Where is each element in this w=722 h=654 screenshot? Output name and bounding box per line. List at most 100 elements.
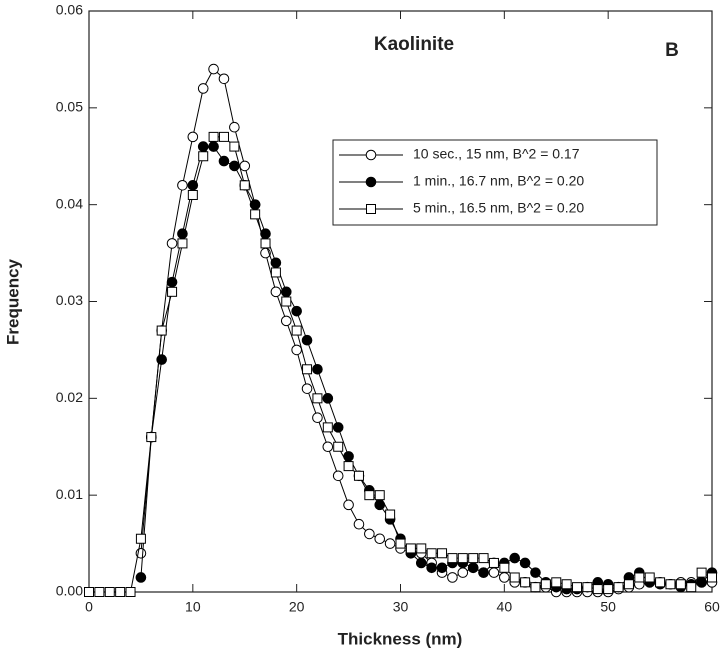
marker bbox=[353, 470, 364, 481]
marker bbox=[177, 228, 188, 240]
marker bbox=[467, 562, 479, 574]
marker bbox=[322, 441, 334, 453]
y-tick-label: 0.04 bbox=[56, 195, 83, 211]
panel-label: B bbox=[665, 40, 679, 61]
y-tick-label: 0.00 bbox=[56, 583, 83, 599]
marker bbox=[395, 538, 406, 549]
marker bbox=[499, 572, 510, 583]
marker bbox=[655, 577, 666, 588]
marker bbox=[177, 238, 188, 249]
marker bbox=[322, 422, 333, 433]
marker bbox=[229, 160, 240, 172]
marker bbox=[135, 572, 147, 583]
marker bbox=[218, 131, 229, 142]
marker bbox=[364, 528, 375, 540]
marker bbox=[499, 562, 510, 573]
marker bbox=[177, 180, 188, 191]
marker bbox=[125, 587, 136, 597]
marker bbox=[239, 160, 251, 172]
marker bbox=[94, 587, 105, 597]
marker bbox=[478, 567, 489, 578]
marker bbox=[686, 582, 697, 593]
marker bbox=[312, 363, 323, 375]
marker bbox=[572, 582, 583, 593]
marker bbox=[488, 567, 500, 578]
marker bbox=[426, 562, 437, 574]
marker bbox=[167, 286, 178, 297]
marker bbox=[540, 579, 551, 590]
x-tick-label: 50 bbox=[600, 599, 616, 615]
x-tick-label: 40 bbox=[497, 599, 513, 615]
marker bbox=[644, 572, 655, 583]
marker bbox=[613, 582, 624, 593]
marker bbox=[135, 533, 146, 544]
x-tick-label: 60 bbox=[704, 599, 720, 615]
marker bbox=[312, 412, 323, 424]
marker bbox=[156, 325, 167, 336]
marker bbox=[104, 587, 115, 597]
marker bbox=[208, 131, 219, 142]
legend-marker bbox=[365, 149, 377, 161]
marker bbox=[478, 553, 489, 564]
marker bbox=[509, 552, 521, 564]
marker bbox=[239, 180, 250, 191]
marker bbox=[291, 305, 302, 317]
y-tick-label: 0.05 bbox=[56, 99, 83, 115]
marker bbox=[519, 557, 531, 569]
marker bbox=[582, 582, 593, 593]
marker bbox=[707, 572, 717, 583]
marker bbox=[301, 383, 313, 394]
marker bbox=[218, 155, 230, 167]
legend-marker bbox=[365, 176, 377, 188]
marker bbox=[270, 267, 281, 278]
marker bbox=[343, 461, 354, 472]
legend-label: 1 min., 16.7 nm, B^2 = 0.20 bbox=[413, 173, 584, 189]
y-tick-label: 0.06 bbox=[56, 2, 83, 18]
marker bbox=[696, 577, 707, 588]
marker bbox=[385, 509, 396, 520]
marker bbox=[374, 490, 385, 501]
marker bbox=[280, 315, 292, 327]
chart-title: Kaolinite bbox=[374, 34, 454, 55]
marker bbox=[416, 543, 427, 554]
legend-label: 10 sec., 15 nm, B^2 = 0.17 bbox=[413, 146, 580, 162]
marker bbox=[457, 567, 469, 578]
marker bbox=[437, 548, 448, 559]
marker bbox=[405, 543, 416, 554]
marker bbox=[198, 151, 209, 162]
marker bbox=[530, 567, 541, 578]
marker bbox=[468, 553, 479, 564]
marker bbox=[322, 393, 334, 404]
x-axis-label: Thickness (nm) bbox=[338, 629, 463, 648]
marker bbox=[364, 490, 375, 501]
marker bbox=[530, 582, 541, 593]
marker bbox=[592, 584, 603, 595]
marker bbox=[374, 533, 386, 545]
marker bbox=[229, 141, 240, 152]
marker bbox=[675, 579, 686, 590]
y-tick-label: 0.01 bbox=[56, 486, 83, 502]
marker bbox=[166, 238, 178, 249]
marker bbox=[561, 579, 572, 590]
legend-marker bbox=[366, 204, 376, 214]
marker bbox=[623, 579, 634, 590]
y-tick-label: 0.03 bbox=[56, 292, 83, 308]
marker bbox=[415, 557, 427, 569]
plot-frame bbox=[88, 10, 713, 593]
marker bbox=[436, 562, 448, 574]
x-tick-label: 30 bbox=[393, 599, 409, 615]
marker bbox=[218, 73, 230, 85]
marker bbox=[696, 567, 707, 578]
marker bbox=[332, 422, 344, 433]
y-axis-label: Frequency bbox=[3, 258, 22, 345]
marker bbox=[281, 296, 292, 307]
marker bbox=[384, 538, 396, 549]
marker bbox=[520, 577, 531, 588]
marker bbox=[603, 584, 614, 595]
marker bbox=[551, 577, 562, 588]
marker bbox=[488, 557, 499, 568]
marker bbox=[115, 587, 126, 597]
marker bbox=[146, 432, 157, 443]
marker bbox=[301, 334, 313, 346]
